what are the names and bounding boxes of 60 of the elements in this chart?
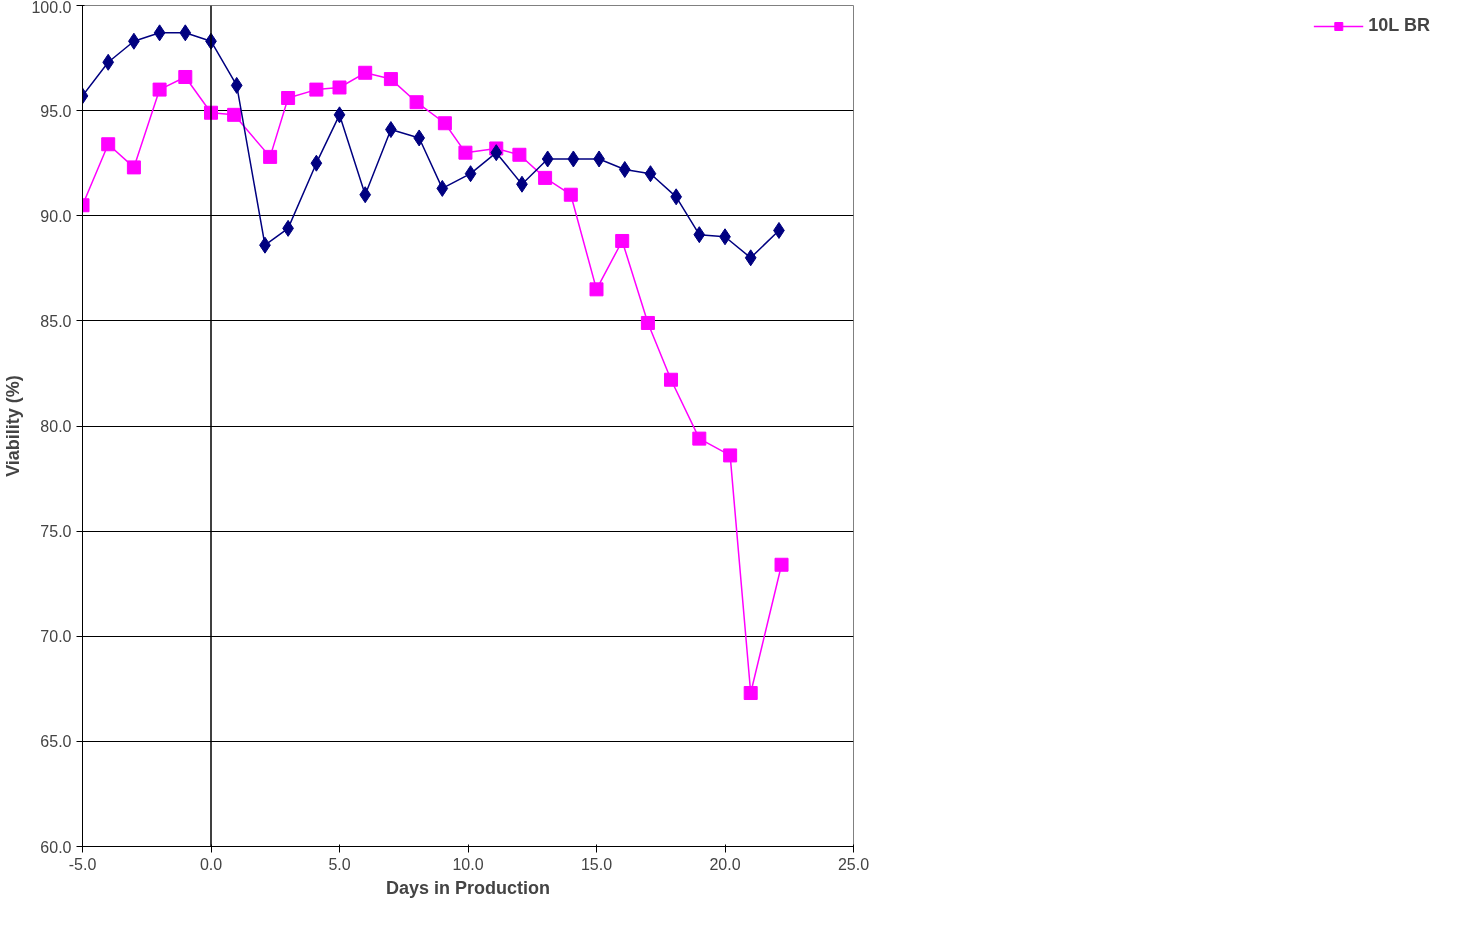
y-tick-label: 60.0 [40,838,72,856]
x-tick-label: 0.0 [199,855,223,873]
x-tick-label: 20.0 [709,855,741,873]
point [178,69,193,84]
point [458,145,473,160]
point [437,116,452,131]
y-tick-label: 90.0 [40,207,72,225]
point [692,431,707,446]
point [359,186,372,204]
point [263,149,278,164]
point [744,249,757,267]
point [567,150,580,168]
y-tick-label: 80.0 [40,418,72,435]
point [464,165,477,183]
y-tick-label: 75.0 [40,523,72,541]
point [310,154,323,172]
y-tick-label: 65.0 [40,733,72,751]
x-tick-label: 5.0 [328,855,351,873]
point [640,315,655,330]
point [723,448,738,463]
point [743,686,758,701]
y-tick-label: 100.0 [31,0,72,16]
y-axis-title: Viability (%) [3,375,24,477]
point [409,95,424,110]
point [153,24,166,42]
point [774,557,789,572]
point [102,53,115,71]
point [490,144,503,162]
point [309,82,324,97]
point [333,106,346,124]
point [512,147,527,162]
point [152,82,167,97]
point [179,24,192,42]
point [332,80,347,95]
point [230,76,243,94]
point [618,160,631,178]
x-tick-label: 10.0 [452,855,484,873]
x-axis-title: Days in Production [385,877,551,898]
y-tick-label: 95.0 [40,102,72,120]
x-tick-label: -5.0 [68,855,97,873]
point [436,179,449,197]
point [589,282,604,297]
point [281,91,296,106]
point [227,107,242,122]
point [664,372,679,387]
point [126,160,141,175]
y-tick-label: 85.0 [40,312,72,330]
point [538,170,553,185]
point [358,65,373,80]
point [563,187,578,202]
point [541,150,554,168]
legend-label: 10L BR [1368,15,1430,36]
point [101,137,116,152]
y-tick-label: 70.0 [40,628,72,646]
point [383,72,398,87]
point [693,226,706,244]
point [615,233,630,248]
x-tick-label: 15.0 [580,855,613,873]
point [644,165,657,183]
x-tick-label: 25.0 [837,855,870,873]
